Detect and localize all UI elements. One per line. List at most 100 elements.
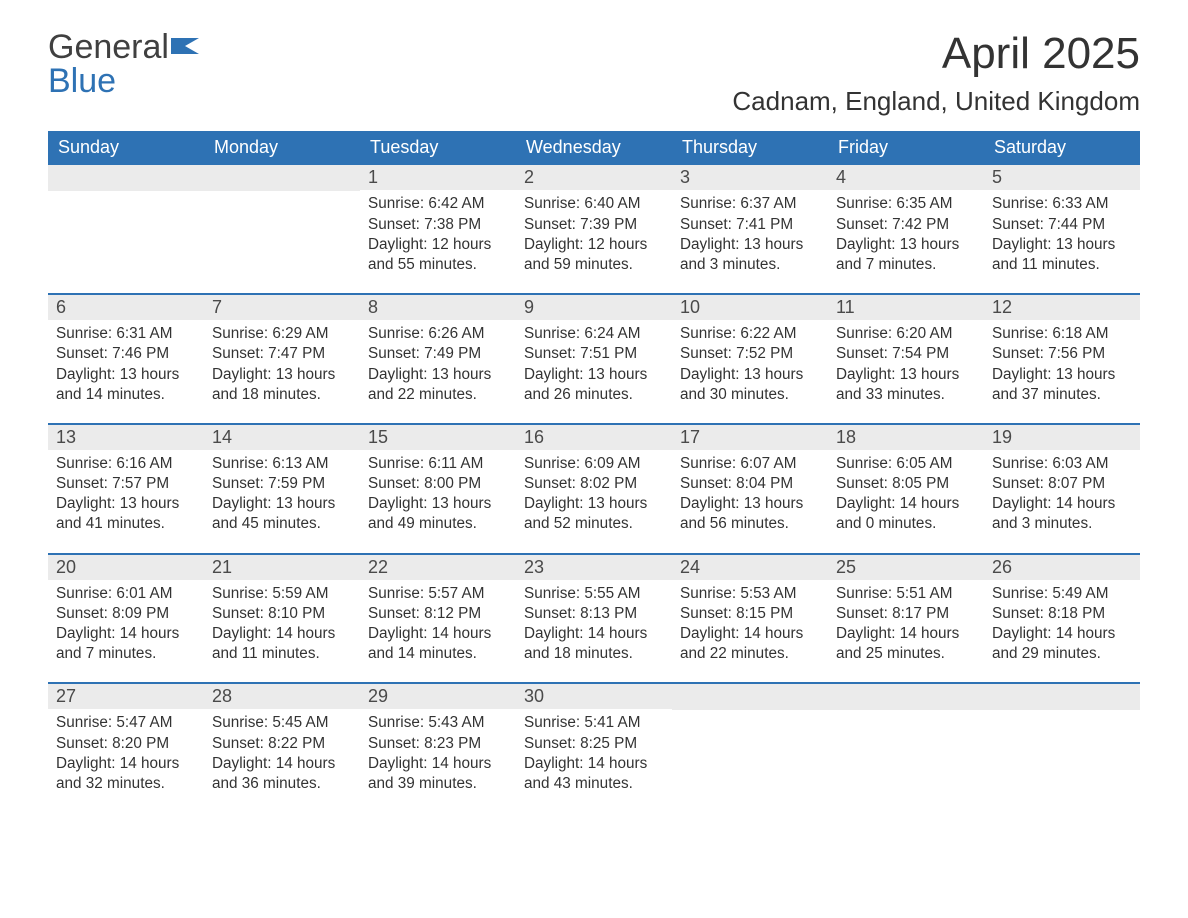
day-number: 15 — [360, 425, 516, 450]
daylight-line-2: and 33 minutes. — [836, 385, 976, 405]
day-details: Sunrise: 5:45 AMSunset: 8:22 PMDaylight:… — [204, 709, 360, 794]
sunset-line: Sunset: 8:25 PM — [524, 734, 664, 754]
daylight-line-2: and 36 minutes. — [212, 774, 352, 794]
sunset-line: Sunset: 7:38 PM — [368, 215, 508, 235]
daylight-line-1: Daylight: 14 hours — [836, 624, 976, 644]
daylight-line-2: and 55 minutes. — [368, 255, 508, 275]
sunrise-line: Sunrise: 6:22 AM — [680, 324, 820, 344]
dow-saturday: Saturday — [984, 131, 1140, 165]
daylight-line-1: Daylight: 14 hours — [368, 624, 508, 644]
daylight-line-2: and 59 minutes. — [524, 255, 664, 275]
sunset-line: Sunset: 8:20 PM — [56, 734, 196, 754]
daylight-line-2: and 7 minutes. — [56, 644, 196, 664]
day-details: Sunrise: 5:55 AMSunset: 8:13 PMDaylight:… — [516, 580, 672, 665]
sunrise-line: Sunrise: 5:45 AM — [212, 713, 352, 733]
sunrise-line: Sunrise: 5:51 AM — [836, 584, 976, 604]
daylight-line-2: and 26 minutes. — [524, 385, 664, 405]
daylight-line-1: Daylight: 13 hours — [680, 365, 820, 385]
sunset-line: Sunset: 8:05 PM — [836, 474, 976, 494]
daylight-line-2: and 0 minutes. — [836, 514, 976, 534]
daylight-line-2: and 3 minutes. — [680, 255, 820, 275]
day-cell: 16Sunrise: 6:09 AMSunset: 8:02 PMDayligh… — [516, 425, 672, 553]
daylight-line-1: Daylight: 13 hours — [368, 494, 508, 514]
dow-thursday: Thursday — [672, 131, 828, 165]
week-row: 13Sunrise: 6:16 AMSunset: 7:57 PMDayligh… — [48, 423, 1140, 553]
daylight-line-1: Daylight: 12 hours — [368, 235, 508, 255]
day-details: Sunrise: 6:20 AMSunset: 7:54 PMDaylight:… — [828, 320, 984, 405]
sunset-line: Sunset: 8:04 PM — [680, 474, 820, 494]
sunrise-line: Sunrise: 5:59 AM — [212, 584, 352, 604]
sunrise-line: Sunrise: 6:42 AM — [368, 194, 508, 214]
daylight-line-1: Daylight: 13 hours — [212, 494, 352, 514]
sunrise-line: Sunrise: 6:09 AM — [524, 454, 664, 474]
sunrise-line: Sunrise: 5:55 AM — [524, 584, 664, 604]
day-cell: 28Sunrise: 5:45 AMSunset: 8:22 PMDayligh… — [204, 684, 360, 812]
daylight-line-2: and 37 minutes. — [992, 385, 1132, 405]
dow-friday: Friday — [828, 131, 984, 165]
daylight-line-2: and 14 minutes. — [368, 644, 508, 664]
daylight-line-1: Daylight: 14 hours — [524, 754, 664, 774]
daylight-line-2: and 25 minutes. — [836, 644, 976, 664]
daylight-line-2: and 43 minutes. — [524, 774, 664, 794]
day-cell: 26Sunrise: 5:49 AMSunset: 8:18 PMDayligh… — [984, 555, 1140, 683]
sunset-line: Sunset: 7:47 PM — [212, 344, 352, 364]
day-cell: 2Sunrise: 6:40 AMSunset: 7:39 PMDaylight… — [516, 165, 672, 293]
logo-text: General Blue — [48, 30, 203, 98]
week-row: 1Sunrise: 6:42 AMSunset: 7:38 PMDaylight… — [48, 165, 1140, 293]
daylight-line-1: Daylight: 13 hours — [992, 365, 1132, 385]
day-cell: 20Sunrise: 6:01 AMSunset: 8:09 PMDayligh… — [48, 555, 204, 683]
day-cell: 24Sunrise: 5:53 AMSunset: 8:15 PMDayligh… — [672, 555, 828, 683]
sunrise-line: Sunrise: 6:24 AM — [524, 324, 664, 344]
sunset-line: Sunset: 8:10 PM — [212, 604, 352, 624]
daylight-line-1: Daylight: 13 hours — [680, 494, 820, 514]
day-details: Sunrise: 5:47 AMSunset: 8:20 PMDaylight:… — [48, 709, 204, 794]
sunset-line: Sunset: 8:12 PM — [368, 604, 508, 624]
sunset-line: Sunset: 8:17 PM — [836, 604, 976, 624]
daylight-line-2: and 41 minutes. — [56, 514, 196, 534]
daylight-line-1: Daylight: 13 hours — [56, 365, 196, 385]
day-details: Sunrise: 6:26 AMSunset: 7:49 PMDaylight:… — [360, 320, 516, 405]
daylight-line-2: and 18 minutes. — [212, 385, 352, 405]
day-number: 24 — [672, 555, 828, 580]
daylight-line-2: and 56 minutes. — [680, 514, 820, 534]
day-cell: 6Sunrise: 6:31 AMSunset: 7:46 PMDaylight… — [48, 295, 204, 423]
day-number: 13 — [48, 425, 204, 450]
daylight-line-1: Daylight: 13 hours — [836, 235, 976, 255]
day-number: 2 — [516, 165, 672, 190]
header: General Blue April 2025 Cadnam, England,… — [48, 30, 1140, 117]
sunrise-line: Sunrise: 6:05 AM — [836, 454, 976, 474]
sunrise-line: Sunrise: 6:18 AM — [992, 324, 1132, 344]
daylight-line-1: Daylight: 13 hours — [524, 365, 664, 385]
day-cell: 12Sunrise: 6:18 AMSunset: 7:56 PMDayligh… — [984, 295, 1140, 423]
day-details: Sunrise: 5:57 AMSunset: 8:12 PMDaylight:… — [360, 580, 516, 665]
sunrise-line: Sunrise: 6:26 AM — [368, 324, 508, 344]
sunrise-line: Sunrise: 6:11 AM — [368, 454, 508, 474]
day-number: 22 — [360, 555, 516, 580]
sunset-line: Sunset: 7:41 PM — [680, 215, 820, 235]
daylight-line-1: Daylight: 14 hours — [992, 624, 1132, 644]
daylight-line-2: and 11 minutes. — [212, 644, 352, 664]
daylight-line-1: Daylight: 13 hours — [680, 235, 820, 255]
day-number: 23 — [516, 555, 672, 580]
sunrise-line: Sunrise: 6:29 AM — [212, 324, 352, 344]
day-number: 12 — [984, 295, 1140, 320]
daylight-line-1: Daylight: 13 hours — [524, 494, 664, 514]
day-number: 5 — [984, 165, 1140, 190]
daylight-line-1: Daylight: 14 hours — [992, 494, 1132, 514]
logo-word-1: General — [48, 28, 169, 66]
day-cell: 9Sunrise: 6:24 AMSunset: 7:51 PMDaylight… — [516, 295, 672, 423]
day-cell: 10Sunrise: 6:22 AMSunset: 7:52 PMDayligh… — [672, 295, 828, 423]
sunrise-line: Sunrise: 6:20 AM — [836, 324, 976, 344]
day-cell-empty — [984, 684, 1140, 812]
day-cell: 29Sunrise: 5:43 AMSunset: 8:23 PMDayligh… — [360, 684, 516, 812]
day-details: Sunrise: 6:11 AMSunset: 8:00 PMDaylight:… — [360, 450, 516, 535]
day-details: Sunrise: 6:18 AMSunset: 7:56 PMDaylight:… — [984, 320, 1140, 405]
day-cell: 1Sunrise: 6:42 AMSunset: 7:38 PMDaylight… — [360, 165, 516, 293]
day-cell: 11Sunrise: 6:20 AMSunset: 7:54 PMDayligh… — [828, 295, 984, 423]
location: Cadnam, England, United Kingdom — [732, 86, 1140, 117]
day-cell: 27Sunrise: 5:47 AMSunset: 8:20 PMDayligh… — [48, 684, 204, 812]
day-details: Sunrise: 5:53 AMSunset: 8:15 PMDaylight:… — [672, 580, 828, 665]
sunset-line: Sunset: 8:07 PM — [992, 474, 1132, 494]
sunset-line: Sunset: 7:59 PM — [212, 474, 352, 494]
day-cell: 19Sunrise: 6:03 AMSunset: 8:07 PMDayligh… — [984, 425, 1140, 553]
